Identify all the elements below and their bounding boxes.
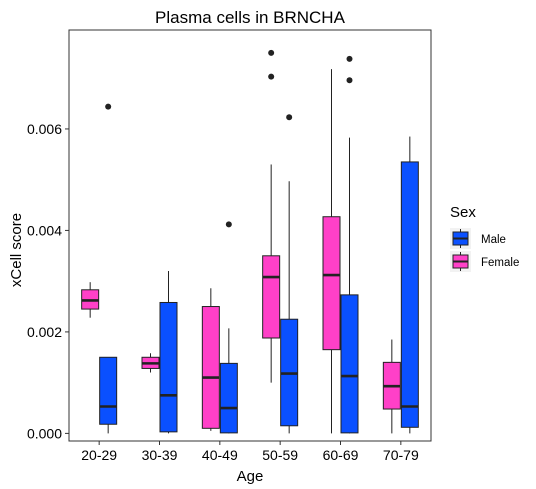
legend-label-female: Female [481, 257, 519, 269]
outlier-point [286, 114, 293, 121]
box-body [322, 216, 341, 351]
outlier-point [105, 103, 112, 110]
legend: Sex Male Female [450, 204, 519, 272]
outlier-point [346, 77, 353, 84]
box-male-20-29 [99, 103, 118, 434]
y-tick-label: 0.004 [27, 222, 62, 238]
box-male-70-79 [400, 136, 419, 434]
box-female-70-79 [382, 339, 401, 434]
x-axis-label: Age [237, 468, 264, 485]
x-tick-label: 50-59 [262, 447, 298, 463]
y-tick-label: 0.002 [27, 324, 62, 340]
box-male-60-69 [340, 55, 359, 434]
legend-title: Sex [450, 204, 476, 221]
x-tick-label: 60-69 [323, 447, 359, 463]
legend-label-male: Male [481, 234, 506, 246]
outlier-point [268, 73, 275, 80]
box-body [201, 306, 220, 429]
chart-title: Plasma cells in BRNCHA [155, 8, 346, 27]
box-male-30-39 [159, 271, 178, 434]
box-body [99, 356, 118, 425]
y-axis-label: xCell score [8, 213, 25, 287]
y-tick-label: 0.006 [27, 121, 62, 137]
box-male-40-49 [219, 221, 238, 434]
outlier-point [346, 55, 353, 62]
box-female-40-49 [201, 288, 220, 431]
x-tick-label: 20-29 [81, 447, 117, 463]
x-tick-label: 70-79 [383, 447, 419, 463]
box-body [219, 362, 238, 434]
outlier-point [268, 49, 275, 56]
box-female-50-59 [262, 49, 281, 383]
box-male-50-59 [280, 114, 299, 434]
box-body [262, 255, 281, 339]
x-tick-label: 40-49 [202, 447, 238, 463]
box-body [159, 301, 178, 433]
box-female-20-29 [81, 282, 100, 318]
outlier-point [225, 221, 232, 228]
box-body [400, 161, 419, 428]
box-female-30-39 [141, 353, 160, 373]
y-tick-label: 0.000 [27, 425, 62, 441]
box-body [340, 294, 359, 434]
box-female-60-69 [322, 69, 341, 434]
plot-panel [68, 29, 432, 442]
x-tick-label: 30-39 [142, 447, 178, 463]
